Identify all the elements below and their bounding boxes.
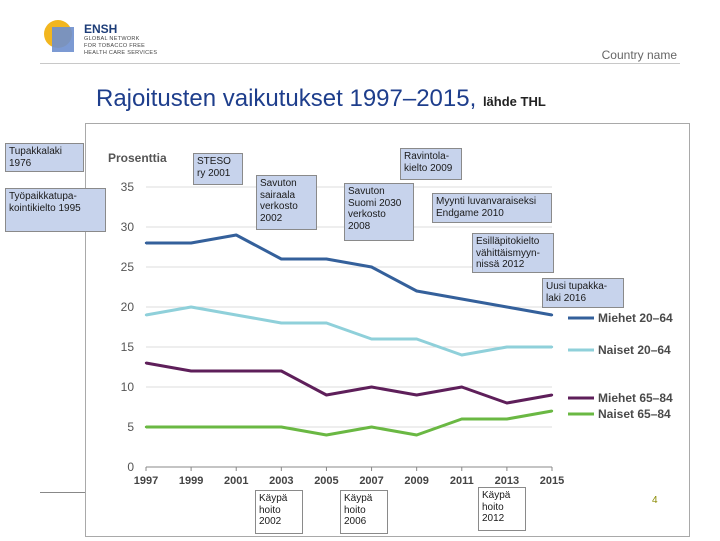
series-line-miehet-65-84 xyxy=(145,361,553,405)
legend: Miehet 20–64 Naiset 20–64 Miehet 65–84 Nais… xyxy=(568,311,673,421)
data-point-naiset-65-84 xyxy=(370,425,373,429)
footer-divider xyxy=(40,492,85,493)
y-tick-label: 25 xyxy=(121,260,135,274)
data-point-miehet-20-64 xyxy=(235,233,238,237)
legend-label-miehet-65-84: Miehet 65–84 xyxy=(598,391,673,405)
slide-title: Rajoitusten vaikutukset 1997–2015, lähde… xyxy=(96,85,546,113)
data-point-naiset-20-64 xyxy=(415,337,418,341)
x-tick-label: 2013 xyxy=(495,475,519,487)
series-line-miehet-20-64 xyxy=(146,233,553,317)
annotation-myynti: Myynti luvanvaraiseksi Endgame 2010 xyxy=(432,193,552,223)
series-lines xyxy=(144,233,554,437)
logo-square-icon xyxy=(52,27,74,52)
annotation-savuton-suomi: Savuton Suomi 2030 verkosto 2008 xyxy=(344,183,414,241)
data-point-miehet-20-64 xyxy=(550,313,554,317)
title-source: lähde THL xyxy=(482,94,546,109)
x-axis-ticks: 1997 1999 2001 2003 2005 2007 2009 2011 2013 2015 xyxy=(134,467,564,487)
data-point-naiset-20-64 xyxy=(505,345,509,349)
data-point-miehet-65-84 xyxy=(460,385,463,389)
x-tick-label: 1997 xyxy=(134,475,158,487)
data-point-naiset-65-84 xyxy=(550,409,554,413)
data-point-naiset-20-64 xyxy=(370,337,373,341)
data-point-miehet-20-64 xyxy=(189,241,193,245)
annotation-kaypa-hoito-2002: Käypä hoito 2002 xyxy=(255,490,303,534)
annotation-savuton-sairaala: Savuton sairaala verkosto 2002 xyxy=(256,175,317,230)
annotation-kaypa-hoito-2006: Käypä hoito 2006 xyxy=(340,490,388,534)
series-line-naiset-20-64 xyxy=(145,305,552,357)
y-tick-label: 15 xyxy=(121,340,135,354)
data-point-naiset-65-84 xyxy=(325,433,328,437)
data-point-naiset-20-64 xyxy=(550,345,554,349)
y-tick-label: 5 xyxy=(127,420,134,434)
x-tick-label: 1999 xyxy=(179,475,203,487)
annotation-ravintola: Ravintola-kielto 2009 xyxy=(400,148,462,180)
x-tick-label: 2007 xyxy=(359,475,383,487)
data-point-miehet-20-64 xyxy=(144,241,148,245)
x-tick-label: 2005 xyxy=(314,475,338,487)
annotation-kaypa-hoito-2012: Käypä hoito 2012 xyxy=(478,487,526,531)
x-tick-label: 2001 xyxy=(224,475,248,487)
data-point-naiset-65-84 xyxy=(235,425,238,429)
data-point-miehet-20-64 xyxy=(280,257,283,261)
data-point-miehet-65-84 xyxy=(325,393,328,397)
data-point-miehet-20-64 xyxy=(460,297,463,301)
legend-label-miehet-20-64: Miehet 20–64 xyxy=(598,311,673,325)
data-point-naiset-65-84 xyxy=(280,425,283,429)
data-point-miehet-65-84 xyxy=(144,361,148,365)
data-point-miehet-65-84 xyxy=(189,369,193,373)
y-tick-label: 0 xyxy=(127,460,134,474)
data-point-miehet-65-84 xyxy=(235,369,238,373)
data-point-miehet-20-64 xyxy=(415,289,418,293)
x-tick-label: 2015 xyxy=(540,475,564,487)
data-point-naiset-65-84 xyxy=(460,417,463,421)
annotation-tupakkalaki: Tupakkalaki 1976 xyxy=(5,143,84,172)
header-divider xyxy=(40,63,680,64)
brand-sub-line-2: FOR TOBACCO FREE xyxy=(84,43,146,49)
y-tick-label: 35 xyxy=(121,180,135,194)
data-point-naiset-20-64 xyxy=(325,321,328,325)
data-point-miehet-65-84 xyxy=(415,393,418,397)
brand-name: ENSH xyxy=(84,22,118,36)
y-tick-label: 20 xyxy=(121,300,135,314)
smoking-chart: Prosenttia 0 5 10 15 20 25 30 35 1997 1999 2001 20… xyxy=(108,151,673,487)
annotation-esillapito: Esilläpitokielto vähittäismyyn-nissä 201… xyxy=(472,233,554,273)
legend-label-naiset-65-84: Naiset 65–84 xyxy=(598,407,671,421)
y-tick-label: 10 xyxy=(121,380,135,394)
x-tick-label: 2003 xyxy=(269,475,293,487)
brand-sub-line-1: GLOBAL NETWORK xyxy=(84,36,140,42)
data-point-miehet-20-64 xyxy=(505,305,509,309)
data-point-miehet-65-84 xyxy=(550,393,554,397)
data-point-miehet-20-64 xyxy=(325,257,328,261)
data-point-miehet-65-84 xyxy=(370,385,373,389)
data-point-naiset-20-64 xyxy=(235,313,238,317)
ensh-logo xyxy=(44,20,74,52)
x-tick-label: 2009 xyxy=(404,475,428,487)
data-point-naiset-20-64 xyxy=(280,321,283,325)
data-point-naiset-65-84 xyxy=(505,417,509,421)
chart-title: Prosenttia xyxy=(108,151,167,165)
title-main: Rajoitusten vaikutukset 1997–2015, xyxy=(96,85,477,112)
annotation-uusi-tupakkalaki: Uusi tupakka-laki 2016 xyxy=(542,278,624,308)
x-tick-label: 2011 xyxy=(450,475,474,487)
legend-label-naiset-20-64: Naiset 20–64 xyxy=(598,343,671,357)
annotation-steso: STESO ry 2001 xyxy=(193,153,243,185)
grid-lines xyxy=(146,186,552,468)
brand-sub-line-3: HEALTH CARE SERVICES xyxy=(84,50,158,56)
data-point-naiset-20-64 xyxy=(460,353,463,357)
data-point-naiset-20-64 xyxy=(189,305,193,309)
data-point-naiset-20-64 xyxy=(144,313,148,317)
annotation-tyopaikka: Työpaikkatupa-kointikielto 1995 xyxy=(5,188,106,232)
data-point-naiset-65-84 xyxy=(415,433,418,437)
page-number: 4 xyxy=(652,495,658,506)
y-tick-label: 30 xyxy=(121,220,135,234)
data-point-naiset-65-84 xyxy=(189,425,193,429)
data-point-miehet-65-84 xyxy=(280,369,283,373)
data-point-naiset-65-84 xyxy=(144,425,148,429)
series-line-naiset-65-84 xyxy=(146,409,553,437)
data-point-miehet-65-84 xyxy=(505,401,509,405)
data-point-miehet-20-64 xyxy=(370,265,373,269)
y-axis-ticks: 0 5 10 15 20 25 30 35 xyxy=(121,180,135,474)
country-name: Country name xyxy=(601,48,677,62)
